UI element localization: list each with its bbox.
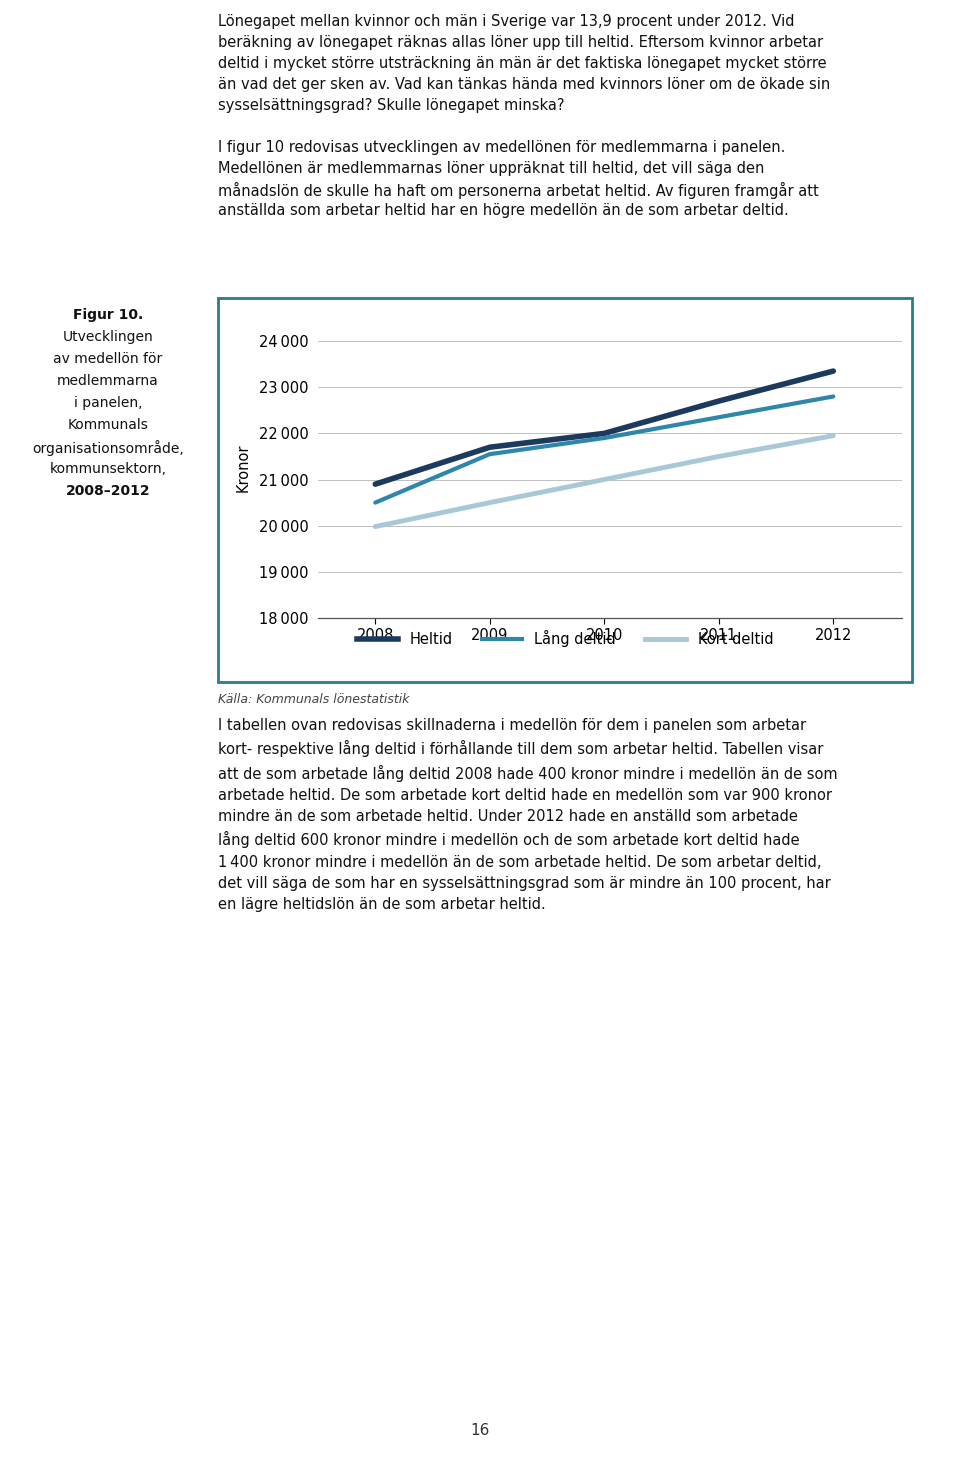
Text: I tabellen ovan redovisas skillnaderna i medellön för dem i panelen som arbetar
: I tabellen ovan redovisas skillnaderna i… <box>218 718 838 912</box>
Text: beräkning av lönegapet räknas allas löner upp till heltid. Eftersom kvinnor arbe: beräkning av lönegapet räknas allas löne… <box>218 35 823 50</box>
Text: Lönegapet mellan kvinnor och män i Sverige var 13,9 procent under 2012. Vid: Lönegapet mellan kvinnor och män i Sveri… <box>218 15 795 29</box>
Text: än vad det ger sken av. Vad kan tänkas hända med kvinnors löner om de ökade sin: än vad det ger sken av. Vad kan tänkas h… <box>218 76 830 92</box>
Text: kommunsektorn,: kommunsektorn, <box>50 462 166 476</box>
Legend: Heltid, Lång deltid, Kort deltid: Heltid, Lång deltid, Kort deltid <box>351 624 779 653</box>
Text: Källa: Kommunals lönestatistik: Källa: Kommunals lönestatistik <box>218 693 410 706</box>
Text: i panelen,: i panelen, <box>74 396 142 410</box>
Text: organisationsområde,: organisationsområde, <box>32 440 184 457</box>
Text: deltid i mycket större utsträckning än män är det faktiska lönegapet mycket stör: deltid i mycket större utsträckning än m… <box>218 56 827 70</box>
Text: anställda som arbetar heltid har en högre medellön än de som arbetar deltid.: anställda som arbetar heltid har en högr… <box>218 203 789 219</box>
Text: Kommunals: Kommunals <box>67 418 149 432</box>
Text: Utvecklingen: Utvecklingen <box>62 330 154 344</box>
Text: sysselsättningsgrad? Skulle lönegapet minska?: sysselsättningsgrad? Skulle lönegapet mi… <box>218 98 564 113</box>
Text: av medellön för: av medellön för <box>54 352 162 366</box>
Text: I figur 10 redovisas utvecklingen av medellönen för medlemmarna i panelen.: I figur 10 redovisas utvecklingen av med… <box>218 139 785 156</box>
Text: 2008–2012: 2008–2012 <box>65 484 151 498</box>
Text: Medellönen är medlemmarnas löner uppräknat till heltid, det vill säga den: Medellönen är medlemmarnas löner uppräkn… <box>218 161 764 176</box>
Y-axis label: Kronor: Kronor <box>235 443 251 492</box>
Text: månadslön de skulle ha haft om personerna arbetat heltid. Av figuren framgår att: månadslön de skulle ha haft om personern… <box>218 182 819 200</box>
Text: medlemmarna: medlemmarna <box>58 374 158 388</box>
Text: 16: 16 <box>470 1422 490 1439</box>
Text: Figur 10.: Figur 10. <box>73 308 143 321</box>
